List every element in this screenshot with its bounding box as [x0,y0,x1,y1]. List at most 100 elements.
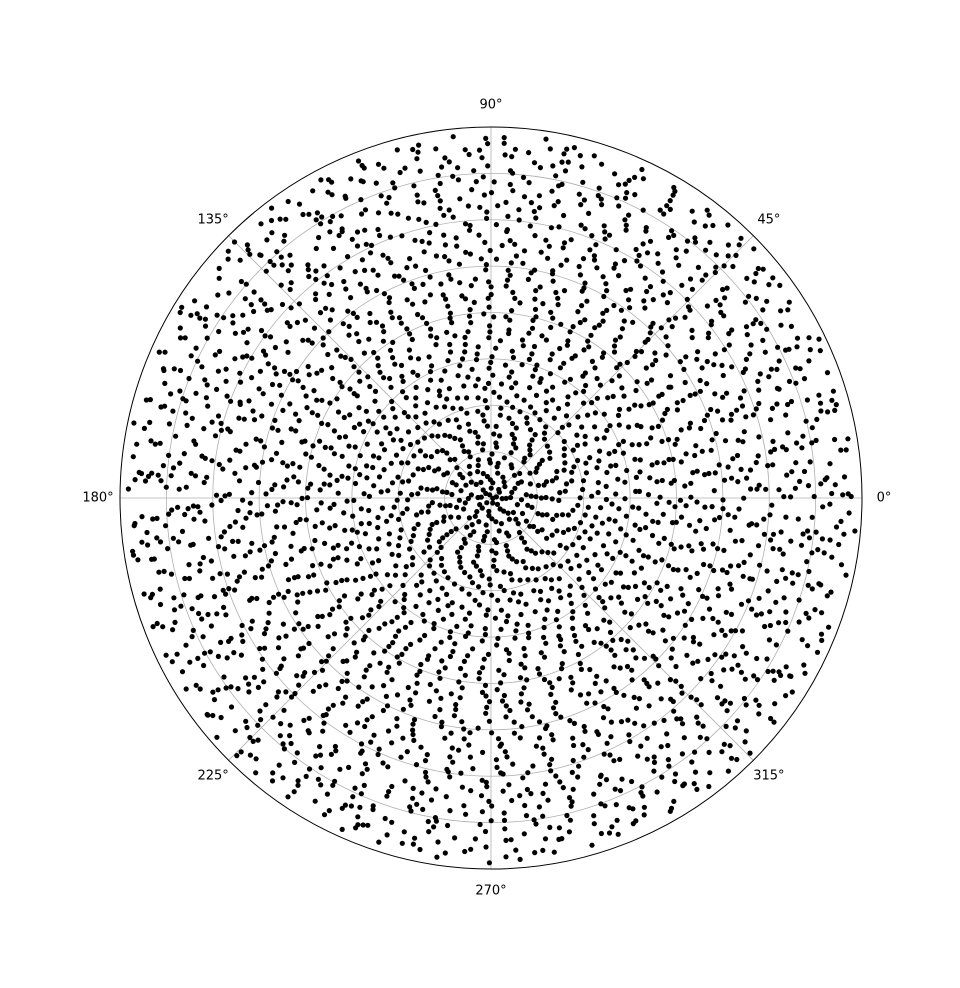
scatter-point [394,497,400,503]
scatter-point [548,309,554,315]
scatter-point [529,714,535,720]
scatter-point [493,345,499,351]
scatter-point [177,460,183,466]
scatter-point [197,315,203,321]
scatter-point [550,268,556,274]
scatter-point [340,658,346,665]
scatter-point [313,217,319,223]
scatter-point [569,615,576,621]
scatter-point [337,766,343,772]
scatter-point [269,381,276,388]
scatter-point [440,535,446,541]
scatter-point [809,514,815,520]
scatter-point [768,366,775,372]
scatter-point [805,582,811,588]
scatter-point [348,615,354,621]
scatter-point [413,690,419,696]
scatter-point [765,588,771,594]
scatter-point [488,818,494,824]
scatter-point [375,210,382,216]
scatter-point [427,681,433,688]
scatter-point [300,626,306,632]
scatter-point [503,714,509,720]
scatter-point [231,650,237,656]
scatter-point [188,312,194,318]
scatter-point [384,518,390,524]
scatter-point [249,355,255,361]
scatter-point [754,486,760,492]
scatter-point [613,539,619,545]
scatter-point [638,743,644,749]
scatter-point [614,365,620,371]
scatter-point [829,554,835,560]
scatter-point [742,366,749,372]
scatter-point [215,413,222,419]
scatter-point [509,385,515,391]
scatter-point [689,286,696,292]
scatter-point [339,805,345,811]
scatter-point [327,563,333,569]
scatter-point [722,632,728,638]
scatter-point [300,337,306,343]
scatter-point [797,366,803,372]
scatter-point [423,774,429,780]
scatter-point [681,608,688,614]
scatter-point [642,275,648,281]
scatter-point [378,598,384,604]
scatter-point [666,763,672,769]
scatter-point [449,491,455,498]
scatter-point [749,606,755,612]
scatter-point [162,349,168,355]
scatter-point [761,531,768,537]
scatter-point [604,307,610,313]
scatter-point [157,440,163,446]
scatter-point [510,188,516,194]
scatter-point [635,596,641,603]
scatter-point [343,619,349,625]
scatter-point [709,504,715,510]
scatter-point [465,374,471,380]
scatter-point [354,314,360,320]
scatter-point [466,449,472,455]
scatter-point [616,506,622,512]
scatter-point [504,399,510,405]
scatter-point [247,251,253,257]
scatter-point [626,732,632,738]
scatter-point [344,626,350,632]
scatter-point [554,528,560,534]
scatter-point [457,363,463,369]
scatter-point [433,221,439,227]
scatter-point [453,702,459,708]
scatter-point [532,306,539,312]
scatter-point [576,191,582,197]
scatter-point [604,288,610,294]
scatter-point [717,302,723,308]
scatter-point [431,570,437,576]
scatter-point [361,782,367,789]
scatter-point [357,281,363,287]
scatter-point [680,592,686,598]
scatter-point [367,383,373,390]
scatter-point [376,603,382,610]
scatter-point [581,285,587,291]
scatter-point [441,232,447,238]
scatter-point [216,275,222,281]
scatter-point [478,479,484,485]
scatter-point [324,791,330,797]
scatter-point [694,468,700,474]
scatter-point [637,263,644,269]
scatter-point [392,414,398,420]
scatter-point [699,448,705,454]
scatter-point [346,443,352,449]
scatter-point [265,620,271,626]
scatter-point [621,692,627,698]
scatter-point [447,653,453,660]
scatter-point [427,588,433,594]
scatter-point [510,761,516,767]
scatter-point [170,627,176,633]
scatter-point [450,173,456,179]
scatter-point [693,443,699,449]
scatter-point [518,691,525,697]
scatter-point [298,548,304,554]
scatter-point [405,460,411,466]
